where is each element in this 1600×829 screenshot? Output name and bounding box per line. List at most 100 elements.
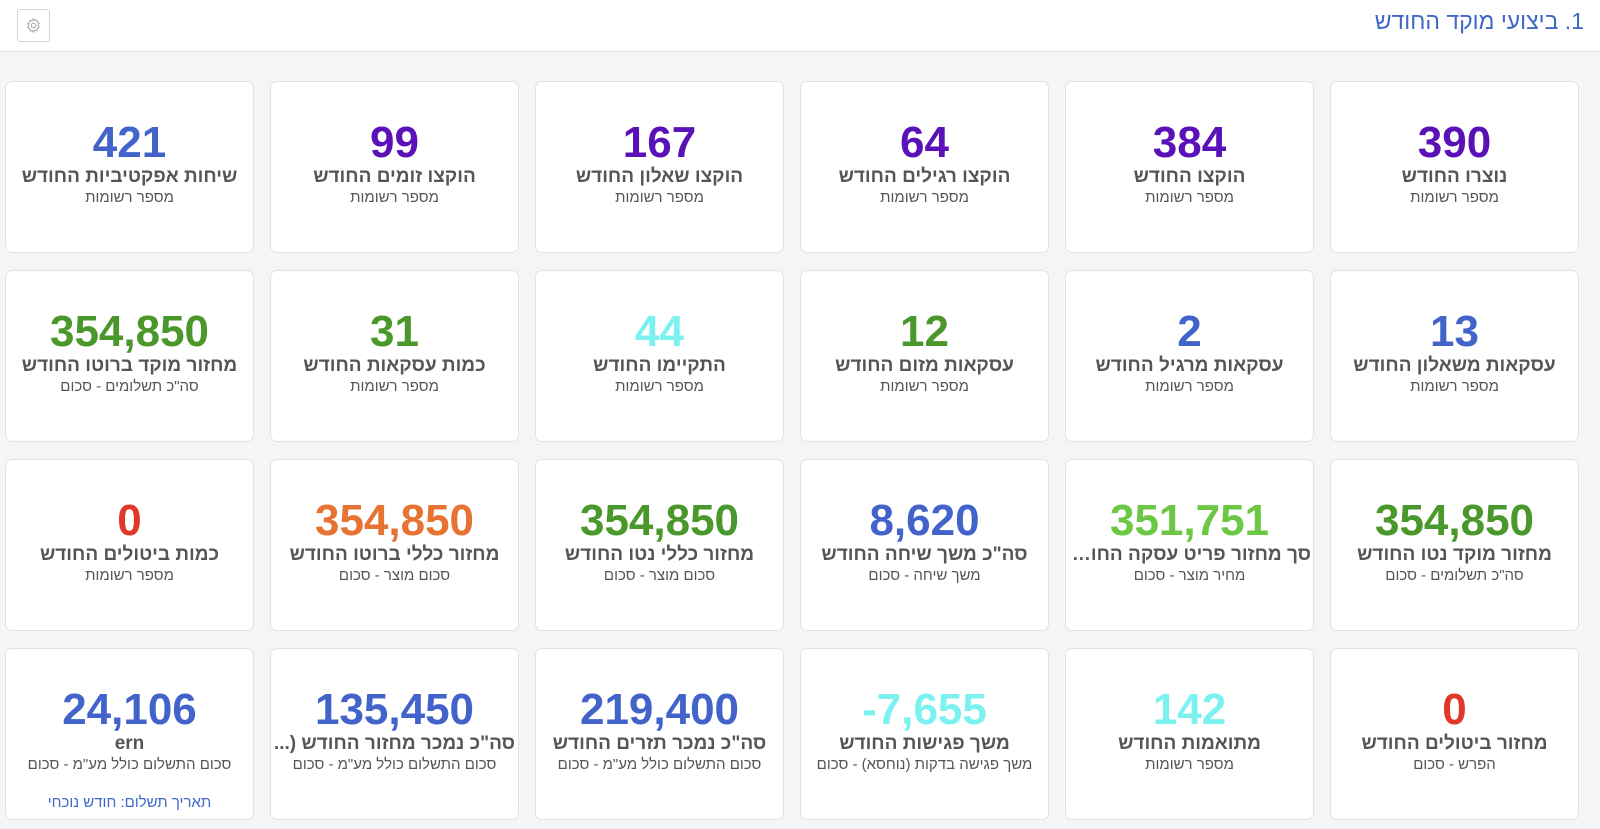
kpi-subtitle: מספר רשומות [350,189,439,206]
kpi-title: מחזור מוקד נטו החודש [1357,544,1552,565]
page-header: 1. ביצועי מוקד החודש [0,0,1600,52]
gear-icon [27,17,40,34]
kpi-value: 390 [1417,118,1492,167]
kpi-value: 24,106 [62,685,197,734]
kpi-value: 354,850 [1374,496,1535,545]
kpi-card[interactable]: 31 כמות עסקאות החודש מספר רשומות [270,270,519,442]
kpi-subtitle: מספר רשומות [880,189,969,206]
kpi-value: 44 [635,307,684,356]
kpi-value: 219,400 [579,685,740,734]
kpi-title: משך פגישות החודש [839,733,1010,754]
kpi-card[interactable]: 421 שיחות אפקטיביות החודש מספר רשומות [5,81,254,253]
kpi-subtitle: מספר רשומות [1410,378,1499,395]
kpi-subtitle: סכום מוצר - סכום [603,567,716,584]
kpi-card[interactable]: 13 עסקאות משאלון החודש מספר רשומות [1330,270,1579,442]
kpi-card[interactable]: 99 הוקצו זומים החודש מספר רשומות [270,81,519,253]
kpi-value: 354,850 [579,496,740,545]
kpi-card[interactable]: 12 עסקאות מזום החודש מספר רשומות [800,270,1049,442]
kpi-subtitle: סכום התשלום כולל מע"מ - סכום [292,756,497,773]
kpi-card[interactable]: 44 התקיימו החודש מספר רשומות [535,270,784,442]
kpi-title: נוצרו החודש [1401,166,1508,187]
kpi-subtitle: מספר רשומות [615,189,704,206]
settings-button[interactable] [17,9,50,42]
kpi-subtitle: סה"כ תשלומים - סכום [60,378,199,395]
kpi-title: סך מחזור פריט עסקה החודש [1066,544,1311,565]
kpi-value: 0 [117,496,142,545]
kpi-title: הוקצו זומים החודש [313,166,476,187]
kpi-value: 64 [900,118,949,167]
kpi-card[interactable]: 354,850 מחזור כללי ברוטו החודש סכום מוצר -… [270,459,519,631]
kpi-card[interactable]: 354,850 מחזור מוקד נטו החודש סה"כ תשלומים … [1330,459,1579,631]
kpi-card[interactable]: 142 מתואמות החודש מספר רשומות [1065,648,1314,820]
kpi-card[interactable]: 167 הוקצו שאלון החודש מספר רשומות [535,81,784,253]
kpi-title: מחזור כללי ברוטו החודש [289,544,500,565]
kpi-card[interactable]: 354,850 מחזור כללי נטו החודש סכום מוצר - ס… [535,459,784,631]
kpi-value: 135,450 [314,685,475,734]
kpi-subtitle: משך פגישה בדקות (נוחסא) - סכום [816,756,1033,773]
kpi-subtitle: מספר רשומות [615,378,704,395]
kpi-value: 142 [1152,685,1227,734]
kpi-subtitle: מספר רשומות [1145,189,1234,206]
kpi-card[interactable]: 0 כמות ביטולים החודש מספר רשומות [5,459,254,631]
kpi-title: עסקאות מרגיל החודש [1095,355,1284,376]
kpi-subtitle: מספר רשומות [350,378,439,395]
kpi-subtitle: סה"כ תשלומים - סכום [1385,567,1524,584]
kpi-title: עסקאות מזום החודש [835,355,1014,376]
kpi-value: 31 [370,307,419,356]
kpi-title: סה"כ נמכר מחזור החודש (... [273,733,516,754]
kpi-subtitle: מחיר מוצר - סכום [1133,567,1246,584]
kpi-subtitle: סכום מוצר - סכום [338,567,451,584]
kpi-title: מחזור כללי נטו החודש [564,544,755,565]
kpi-subtitle: מספר רשומות [1145,378,1234,395]
kpi-card[interactable]: 219,400 סה"כ נמכר תזרים החודש סכום התשלום … [535,648,784,820]
kpi-value: 13 [1430,307,1479,356]
kpi-value: 167 [622,118,697,167]
kpi-card[interactable]: 24,106 ern סכום התשלום כולל מע"מ - סכום תאר… [5,648,254,820]
kpi-subtitle: הפרש - סכום [1413,756,1496,773]
kpi-title: סה"כ משך שיחה החודש [821,544,1028,565]
kpi-value: 99 [370,118,419,167]
kpi-title: ern [114,733,145,754]
kpi-title: כמות ביטולים החודש [39,544,220,565]
kpi-title: כמות עסקאות החודש [303,355,486,376]
kpi-card[interactable]: 8,620 סה"כ משך שיחה החודש משך שיחה - סכום [800,459,1049,631]
kpi-value: -7,655 [862,685,987,734]
kpi-card[interactable]: 384 הוקצו החודש מספר רשומות [1065,81,1314,253]
kpi-title: סה"כ נמכר תזרים החודש [552,733,767,754]
kpi-value: 421 [92,118,167,167]
kpi-card[interactable]: 135,450 סה"כ נמכר מחזור החודש (... סכום הת… [270,648,519,820]
kpi-value: 354,850 [49,307,210,356]
kpi-card[interactable]: 64 הוקצו רגילים החודש מספר רשומות [800,81,1049,253]
kpi-card[interactable]: 390 נוצרו החודש מספר רשומות [1330,81,1579,253]
kpi-subtitle: מספר רשומות [85,189,174,206]
kpi-card[interactable]: 0 מחזור ביטולים החודש הפרש - סכום [1330,648,1579,820]
kpi-card[interactable]: 351,751 סך מחזור פריט עסקה החודש מחיר מוצר… [1065,459,1314,631]
kpi-subtitle: מספר רשומות [1145,756,1234,773]
kpi-title: מחזור ביטולים החודש [1361,733,1548,754]
kpi-subtitle: סכום התשלום כולל מע"מ - סכום [557,756,762,773]
kpi-subtitle: מספר רשומות [880,378,969,395]
kpi-title: הוקצו החודש [1133,166,1246,187]
kpi-title: שיחות אפקטיביות החודש [21,166,238,187]
kpi-title: מחזור מוקד ברוטו החודש [21,355,238,376]
kpi-value: 8,620 [869,496,980,545]
kpi-subtitle: סכום התשלום כולל מע"מ - סכום [27,756,232,773]
kpi-card[interactable]: 2 עסקאות מרגיל החודש מספר רשומות [1065,270,1314,442]
kpi-title: הוקצו שאלון החודש [575,166,744,187]
kpi-subtitle: מספר רשומות [85,567,174,584]
kpi-value: 2 [1177,307,1202,356]
kpi-title: הוקצו רגילים החודש [838,166,1011,187]
kpi-filter-link[interactable]: תאריך תשלום: חודש נוכחי [47,794,212,811]
kpi-subtitle: מספר רשומות [1410,189,1499,206]
kpi-card[interactable]: -7,655 משך פגישות החודש משך פגישה בדקות (נ… [800,648,1049,820]
kpi-value: 12 [900,307,949,356]
kpi-title: עסקאות משאלון החודש [1353,355,1556,376]
kpi-value: 384 [1152,118,1227,167]
kpi-title: התקיימו החודש [593,355,726,376]
page-title: 1. ביצועי מוקד החודש [1374,8,1584,34]
kpi-card[interactable]: 354,850 מחזור מוקד ברוטו החודש סה"כ תשלומי… [5,270,254,442]
kpi-grid: 390 נוצרו החודש מספר רשומות 384 הוקצו החודש מ… [4,81,1579,820]
kpi-subtitle: משך שיחה - סכום [868,567,981,584]
kpi-value: 354,850 [314,496,475,545]
kpi-title: מתואמות החודש [1118,733,1261,754]
